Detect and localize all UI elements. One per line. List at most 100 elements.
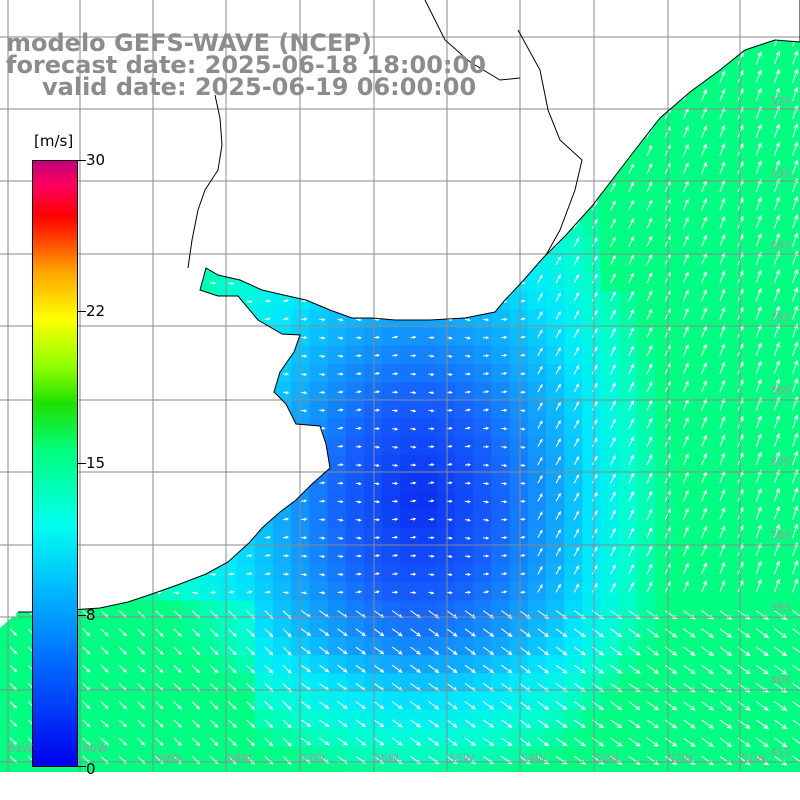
wind-arrow xyxy=(446,390,453,394)
wind-arrow xyxy=(501,701,513,710)
wind-arrow xyxy=(246,664,256,674)
wind-speed-cell xyxy=(527,309,547,329)
wind-arrow xyxy=(719,416,726,429)
wind-speed-cell xyxy=(455,582,474,602)
wind-speed-cell xyxy=(764,637,784,656)
wind-speed-cell xyxy=(418,382,438,401)
colorbar xyxy=(33,161,77,766)
wind-speed-cell xyxy=(527,582,547,602)
wind-arrow xyxy=(646,664,660,674)
bottom-margin xyxy=(0,772,800,800)
wind-speed-cell xyxy=(728,473,747,492)
wind-speed-cell xyxy=(618,182,638,201)
wind-arrow xyxy=(519,737,531,747)
lat-label: 38S xyxy=(770,529,791,542)
wind-arrow xyxy=(628,327,634,338)
wind-arrow xyxy=(792,50,799,65)
wind-speed-cell xyxy=(728,728,747,747)
wind-speed-cell xyxy=(782,546,800,565)
wind-speed-cell xyxy=(746,254,765,274)
wind-arrow xyxy=(501,628,513,637)
wind-arrow xyxy=(628,472,634,484)
wind-arrow xyxy=(610,236,616,247)
wind-speed-cell xyxy=(782,509,800,529)
wind-speed-cell xyxy=(582,709,602,729)
wind-arrow xyxy=(773,214,780,229)
wind-speed-cell xyxy=(436,673,456,693)
wind-arrow xyxy=(555,583,561,593)
wind-speed-cell xyxy=(546,546,565,565)
wind-arrow xyxy=(719,628,733,638)
wind-arrow xyxy=(755,560,762,575)
wind-speed-cell xyxy=(327,418,347,438)
wind-speed-cell xyxy=(473,691,492,711)
wind-speed-cell xyxy=(655,254,674,274)
wind-speed-cell xyxy=(345,473,365,492)
wind-speed-cell xyxy=(327,400,347,420)
wind-speed-cell xyxy=(618,600,638,620)
wind-arrow xyxy=(118,701,128,710)
wind-arrow xyxy=(191,628,201,637)
wind-arrow xyxy=(719,288,726,302)
wind-arrow xyxy=(246,646,256,656)
wind-arrow xyxy=(773,323,780,338)
wind-arrow xyxy=(228,646,237,656)
wind-speed-cell xyxy=(673,418,693,438)
wind-arrow xyxy=(246,701,256,710)
wind-speed-cell xyxy=(691,728,711,747)
wind-arrow xyxy=(228,664,237,674)
wind-speed-cell xyxy=(382,527,401,547)
lon-label: 52W xyxy=(668,752,693,765)
wind-arrow xyxy=(337,390,344,394)
wind-speed-cell xyxy=(691,418,711,438)
wind-speed-cell xyxy=(527,691,547,711)
wind-arrow xyxy=(610,719,623,729)
wind-speed-cell xyxy=(673,455,693,474)
wind-arrow xyxy=(537,547,543,557)
wind-speed-cell xyxy=(618,564,638,583)
wind-arrow xyxy=(264,317,271,321)
wind-speed-cell xyxy=(436,618,456,638)
wind-speed-cell xyxy=(509,655,529,674)
wind-speed-cell xyxy=(637,436,656,456)
wind-speed-cell xyxy=(473,436,492,456)
wind-speed-cell xyxy=(546,327,565,347)
wind-arrow xyxy=(610,309,616,320)
wind-speed-cell xyxy=(600,291,620,310)
wind-speed-cell xyxy=(546,746,565,765)
wind-speed-cell xyxy=(527,564,547,583)
wind-arrow xyxy=(410,335,417,339)
wind-arrow xyxy=(282,591,290,595)
wind-arrow xyxy=(610,473,616,484)
wind-arrow xyxy=(701,664,715,675)
wind-arrow xyxy=(191,646,201,656)
wind-arrow xyxy=(555,328,561,338)
wind-speed-cell xyxy=(345,491,365,511)
wind-speed-cell xyxy=(455,382,474,401)
wind-arrow xyxy=(337,628,348,637)
wind-arrow xyxy=(373,372,381,376)
wind-arrow xyxy=(719,701,733,711)
wind-arrow xyxy=(410,517,417,521)
wind-speed-cell xyxy=(564,254,583,274)
wind-speed-cell xyxy=(582,691,602,711)
wind-arrow xyxy=(628,199,634,211)
wind-speed-cell xyxy=(764,582,784,602)
lat-label: 35S xyxy=(770,311,791,324)
wind-speed-cell xyxy=(582,327,602,347)
wind-arrow xyxy=(755,342,762,356)
wind-arrow xyxy=(555,547,561,557)
wind-arrow xyxy=(591,510,598,520)
wind-arrow xyxy=(355,628,367,637)
wind-arrow xyxy=(683,610,696,620)
wind-arrow xyxy=(501,737,513,747)
wind-arrow xyxy=(483,390,490,394)
wind-speed-cell xyxy=(364,364,383,383)
wind-arrow xyxy=(701,507,707,520)
wind-speed-cell xyxy=(691,746,711,765)
wind-arrow xyxy=(610,436,616,448)
wind-speed-cell xyxy=(618,200,638,219)
wind-speed-cell xyxy=(291,673,310,693)
wind-speed-cell xyxy=(691,273,711,292)
wind-speed-cell xyxy=(728,218,747,238)
